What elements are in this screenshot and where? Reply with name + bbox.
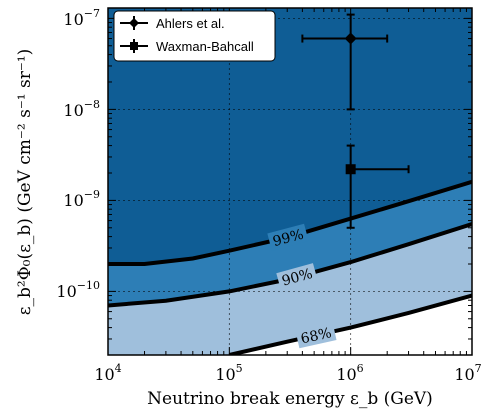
contour-label-68: 68%	[299, 325, 333, 347]
legend: Ahlers et al. Waxman-Bahcall	[113, 10, 276, 62]
contour-label-gap	[295, 322, 337, 349]
contour-label-90: 90%	[280, 266, 314, 290]
x-tick-label: 107	[454, 362, 481, 384]
contour-label-gap	[276, 263, 318, 291]
square-marker	[345, 164, 356, 175]
x-tick-label: 106	[336, 362, 363, 384]
point-waxman	[345, 144, 410, 229]
point-ahlers	[301, 13, 389, 111]
region-below-68	[108, 295, 472, 355]
contour-label-99: 99%	[271, 227, 305, 250]
y-tick-label: 10−10	[56, 279, 100, 301]
x-tick-label: 105	[215, 362, 242, 384]
data-points	[301, 13, 410, 229]
contour-68-line	[228, 293, 472, 355]
y-tick-label: 10−9	[63, 188, 100, 210]
contour-labels: 99% 90% 68%	[267, 223, 337, 349]
y-tick-label: 10−8	[63, 98, 100, 120]
diamond-marker	[344, 32, 357, 45]
legend-label-ahlers: Ahlers et al.	[156, 16, 225, 31]
diamond-marker-icon	[129, 18, 139, 28]
contour-99-line	[108, 179, 472, 266]
contour-label-gap	[267, 223, 309, 251]
y-tick-label: 10−7	[63, 7, 100, 29]
plot-frame	[107, 7, 473, 356]
y-axis-title: ε_b²Φ₀(ε_b) (GeV cm⁻² s⁻¹ sr⁻¹)	[15, 49, 35, 316]
x-axis-title: Neutrino break energy ε_b (GeV)	[147, 389, 433, 409]
axis-ticks	[107, 8, 473, 356]
legend-label-waxman: Waxman-Bahcall	[156, 39, 254, 54]
x-tick-label: 104	[94, 362, 121, 384]
legend-box	[113, 10, 276, 62]
square-marker-icon	[130, 42, 138, 50]
plot-area: 99% 90% 68%	[108, 8, 472, 355]
y-tick-labels: 10−10 10−9 10−8 10−7	[56, 7, 100, 301]
x-tick-labels: 104 105 106 107	[94, 362, 481, 384]
